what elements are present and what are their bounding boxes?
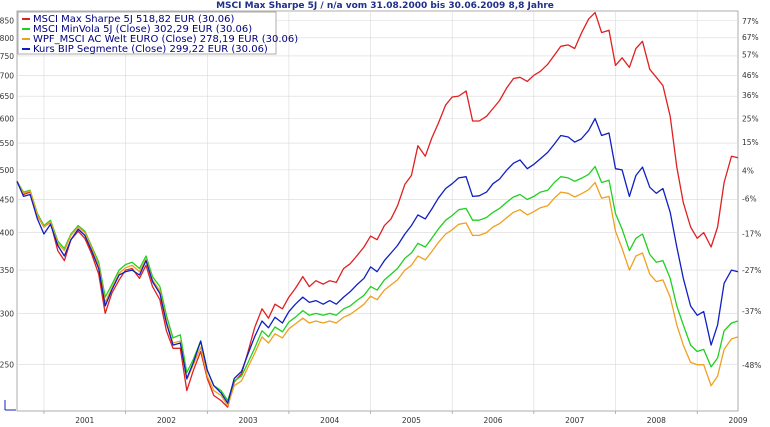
legend-entry: MSCI Max Sharpe 5J 518,82 EUR (30.06) [33,14,234,25]
legend-box [17,11,277,55]
y-tick-left: 500 [0,166,14,175]
y-tick-right: 77% [742,17,759,26]
y-tick-left: 750 [0,52,14,61]
axis-layer: 250 300 350 400 450 500 550 600 650 700 750 800 850 7… [0,17,761,425]
y-tick-right: 57% [742,51,759,60]
x-tick-label: 2001 [75,416,94,425]
x-tick-label: 2007 [565,416,584,425]
y-tick-left: 600 [0,115,14,124]
x-tick-label: 2002 [157,416,176,425]
x-tick-label: 2005 [402,416,421,425]
y-tick-right: 46% [742,71,759,80]
x-tick-label: 2009 [728,416,747,425]
y-tick-right: 25% [742,115,759,124]
chart-title: MSCI Max Sharpe 5J / n/a vom 31.08.2000 … [216,1,554,11]
series-line-4 [16,117,739,404]
y-tick-right: 15% [742,138,759,147]
y-tick-right: -17% [742,230,761,239]
series-line-3 [16,180,739,407]
x-tick-label: 2004 [320,416,339,425]
legend: MSCI Max Sharpe 5J 518,82 EUR (30.06)MSC… [17,11,298,55]
y-tick-right: 67% [742,33,759,42]
y-tick-right: -48% [742,361,761,370]
y-tick-right: 4% [742,166,754,175]
y-tick-left: 300 [0,309,14,318]
legend-entry: WPF_MSCI AC Welt EURO (Close) 278,19 EUR… [33,34,298,45]
legend-entry: MSCI MinVola 5J (Close) 302,29 EUR (30.0… [33,24,252,35]
y-tick-left: 700 [0,71,14,80]
y-tick-left: 250 [0,361,14,370]
y-tick-left: 650 [0,92,14,101]
series-line-2 [16,165,739,402]
y-tick-left: 800 [0,34,14,43]
y-tick-left: 400 [0,229,14,238]
x-tick-label: 2008 [647,416,666,425]
x-tick-label: 2003 [239,416,258,425]
y-tick-left: 450 [0,195,14,204]
plot-frame [16,10,739,412]
y-tick-right: -6% [742,195,757,204]
y-tick-right: -27% [742,266,761,275]
y-tick-left: 550 [0,139,14,148]
series-line-1 [16,11,739,408]
legend-entry: Kurs BIP Segmente (Close) 299,22 EUR (30… [33,44,268,55]
series-layer [16,11,739,408]
x-tick-label: 2006 [483,416,502,425]
corner-marker [4,400,16,411]
y-tick-right: -37% [742,307,761,316]
y-tick-left: 350 [0,266,14,275]
y-tick-left: 850 [0,17,14,26]
y-tick-right: 36% [742,91,759,100]
